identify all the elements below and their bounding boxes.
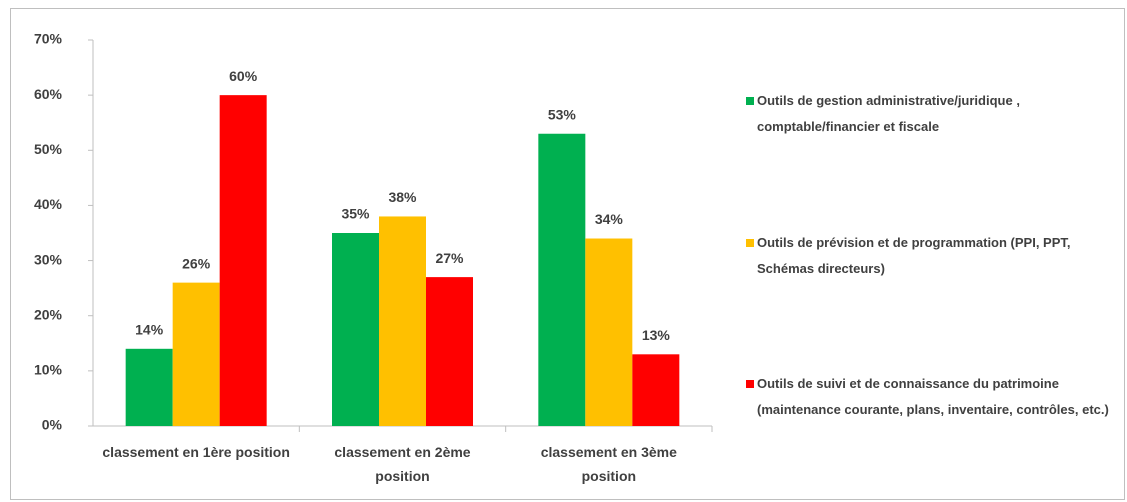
bar — [379, 216, 426, 426]
legend-label: Outils de suivi et de connaissance du pa… — [757, 376, 1109, 417]
bar — [585, 238, 633, 426]
y-tick-label: 50% — [34, 141, 63, 157]
bar — [219, 95, 267, 427]
data-label: 38% — [388, 189, 417, 205]
legend-swatch — [746, 380, 754, 388]
frame-border — [10, 8, 1125, 500]
data-label: 27% — [435, 250, 464, 266]
legend-label: Outils de gestion administrative/juridiq… — [757, 93, 1020, 134]
bar — [125, 348, 173, 426]
data-label: 26% — [182, 255, 211, 271]
bar — [632, 354, 680, 426]
y-tick-label: 40% — [34, 196, 63, 212]
x-tick-label: classement en 2ème position — [334, 444, 471, 484]
data-label: 35% — [341, 206, 370, 222]
data-label: 13% — [642, 327, 671, 343]
legend-label: Outils de prévision et de programmation … — [757, 235, 1071, 276]
bar — [172, 282, 220, 426]
y-tick-label: 10% — [34, 362, 63, 378]
data-label: 34% — [595, 211, 624, 227]
legend-swatch — [746, 239, 754, 247]
y-tick-label: 20% — [34, 306, 63, 322]
y-tick-label: 60% — [34, 86, 63, 102]
y-tick-label: 0% — [42, 417, 63, 433]
y-tick-label: 70% — [34, 31, 63, 47]
bar — [538, 133, 586, 426]
x-tick-label: classement en 1ère position — [102, 444, 290, 460]
x-tick-label: classement en 3ème position — [540, 444, 677, 484]
data-label: 14% — [135, 322, 164, 338]
bar — [426, 277, 473, 426]
data-label: 60% — [229, 68, 258, 84]
data-label: 53% — [548, 106, 577, 122]
legend-swatch — [746, 97, 754, 105]
bar — [332, 233, 379, 426]
y-tick-label: 30% — [34, 251, 63, 267]
